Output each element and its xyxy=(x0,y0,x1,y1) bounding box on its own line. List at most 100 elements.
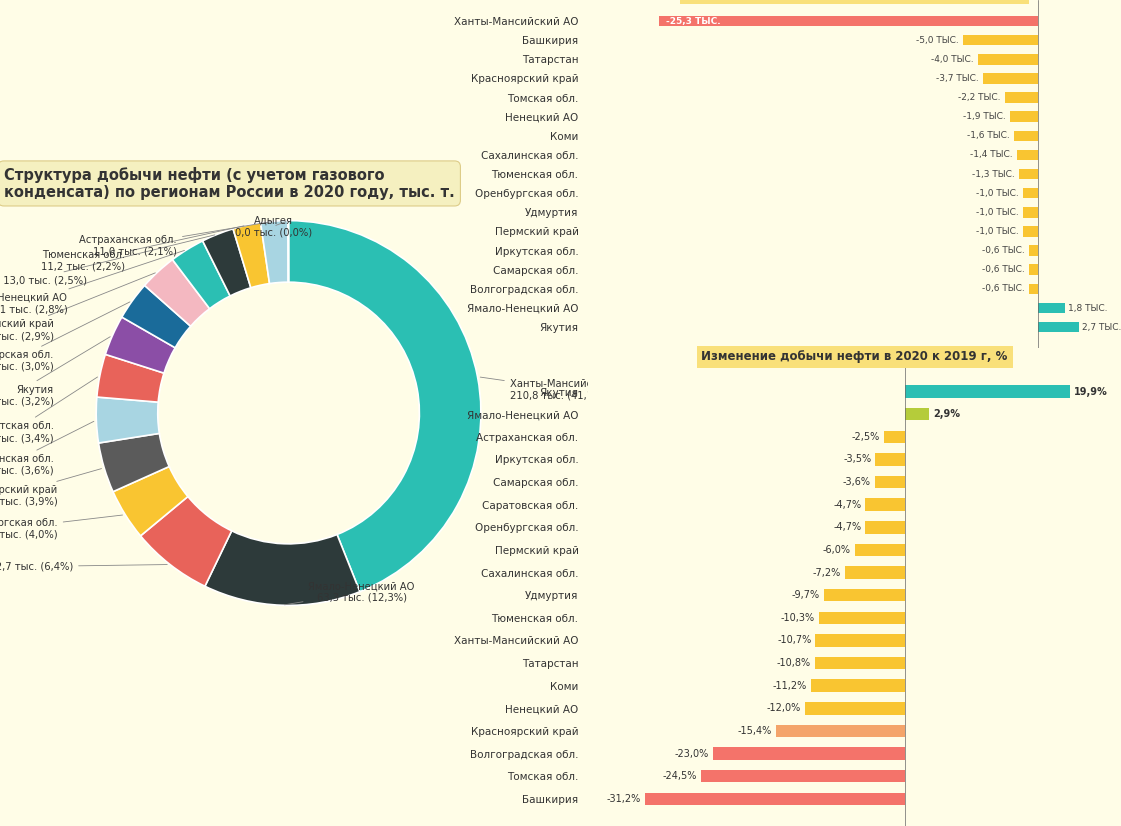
Text: -0,6 ТЫС.: -0,6 ТЫС. xyxy=(982,265,1025,274)
Bar xyxy=(1029,283,1038,294)
Text: Татарстан 32,7 тыс. (6,4%): Татарстан 32,7 тыс. (6,4%) xyxy=(0,562,167,572)
Wedge shape xyxy=(105,317,175,373)
Text: -31,2%: -31,2% xyxy=(606,794,641,804)
Bar xyxy=(963,35,1038,45)
Wedge shape xyxy=(145,259,210,326)
Wedge shape xyxy=(173,241,230,309)
Text: -6,0%: -6,0% xyxy=(823,545,851,555)
Bar xyxy=(815,657,905,669)
Text: -1,0 ТЫС.: -1,0 ТЫС. xyxy=(976,208,1019,217)
Bar xyxy=(1023,188,1038,198)
Text: -1,4 ТЫС.: -1,4 ТЫС. xyxy=(971,150,1013,159)
Text: Сахалинская обл.
18,3 тыс. (3,6%): Сахалинская обл. 18,3 тыс. (3,6%) xyxy=(0,421,94,476)
Text: Самарская обл.
15,5 тыс. (3,0%): Самарская обл. 15,5 тыс. (3,0%) xyxy=(0,302,130,372)
Bar xyxy=(1015,131,1038,141)
Wedge shape xyxy=(260,221,288,283)
Text: -12,0%: -12,0% xyxy=(767,703,800,714)
Text: -10,3%: -10,3% xyxy=(780,613,815,623)
Text: -2,2 ТЫС.: -2,2 ТЫС. xyxy=(958,93,1001,102)
Text: -3,6%: -3,6% xyxy=(843,477,870,487)
Text: -3,7 ТЫС.: -3,7 ТЫС. xyxy=(936,74,979,83)
Text: Адыгея
0,0 тыс. (0,0%): Адыгея 0,0 тыс. (0,0%) xyxy=(234,216,312,237)
Wedge shape xyxy=(203,229,251,296)
Text: -10,8%: -10,8% xyxy=(777,658,810,668)
Wedge shape xyxy=(122,286,191,348)
Bar xyxy=(1010,112,1038,122)
Bar xyxy=(818,611,905,624)
Text: -0,6 ТЫС.: -0,6 ТЫС. xyxy=(982,284,1025,293)
Bar xyxy=(854,544,905,556)
Text: Ханты-Мансийский АО
210,8 тыс. (41,1%): Ханты-Мансийский АО 210,8 тыс. (41,1%) xyxy=(480,377,629,401)
Bar xyxy=(1038,322,1080,332)
Wedge shape xyxy=(96,397,159,443)
Wedge shape xyxy=(99,434,169,491)
Text: -10,7%: -10,7% xyxy=(777,635,812,645)
Bar xyxy=(1006,93,1038,103)
Text: Тюменская обл.
11,2 тыс. (2,2%): Тюменская обл. 11,2 тыс. (2,2%) xyxy=(41,225,244,272)
Wedge shape xyxy=(140,496,232,586)
Text: Красноярский край
20,2 тыс. (3,9%): Красноярский край 20,2 тыс. (3,9%) xyxy=(0,468,102,506)
Bar xyxy=(1029,245,1038,256)
Bar xyxy=(1023,226,1038,237)
Text: Ямало-Ненецкий АО
63,3 тыс. (12,3%): Ямало-Ненецкий АО 63,3 тыс. (12,3%) xyxy=(285,582,415,605)
Text: -24,5%: -24,5% xyxy=(663,771,696,781)
Bar xyxy=(659,16,1038,26)
Text: Астраханская обл.
11,0 тыс. (2,1%): Астраханская обл. 11,0 тыс. (2,1%) xyxy=(80,221,271,256)
Text: -4,7%: -4,7% xyxy=(833,522,861,532)
Text: 2,9%: 2,9% xyxy=(933,409,960,420)
Wedge shape xyxy=(233,223,269,287)
Bar xyxy=(876,453,905,466)
Text: -9,7%: -9,7% xyxy=(791,591,819,601)
Bar xyxy=(713,748,905,760)
Text: 1,8 ТЫС.: 1,8 ТЫС. xyxy=(1068,303,1108,312)
Bar xyxy=(905,386,1071,398)
Bar xyxy=(865,521,905,534)
Wedge shape xyxy=(96,354,164,402)
Text: -7,2%: -7,2% xyxy=(813,567,841,577)
Text: -3,5%: -3,5% xyxy=(843,454,871,464)
Text: Ненецкий АО
14,1 тыс. (2,8%): Ненецкий АО 14,1 тыс. (2,8%) xyxy=(0,250,185,314)
Text: Якутия
16,2 тыс. (3,2%): Якутия 16,2 тыс. (3,2%) xyxy=(0,337,110,406)
Wedge shape xyxy=(113,467,188,536)
Title: Изменение добычи нефти в 2020 к 2019 г, %: Изменение добычи нефти в 2020 к 2019 г, … xyxy=(702,350,1008,363)
Text: -4,0 ТЫС.: -4,0 ТЫС. xyxy=(932,55,974,64)
Text: Иркутская обл.
17,3 тыс. (3,4%): Иркутская обл. 17,3 тыс. (3,4%) xyxy=(0,377,98,443)
Bar xyxy=(979,54,1038,64)
Text: -4,7%: -4,7% xyxy=(833,500,861,510)
Text: -2,5%: -2,5% xyxy=(851,432,880,442)
Bar xyxy=(844,567,905,579)
Text: Оренбургская обл.
20,7 тыс. (4,0%): Оренбургская обл. 20,7 тыс. (4,0%) xyxy=(0,515,122,539)
Bar xyxy=(805,702,905,714)
Text: -1,9 ТЫС.: -1,9 ТЫС. xyxy=(963,112,1006,121)
Bar xyxy=(815,634,905,647)
Bar xyxy=(1038,303,1065,313)
Text: -1,3 ТЫС.: -1,3 ТЫС. xyxy=(972,169,1015,178)
Bar xyxy=(645,793,905,805)
Text: 2,7 ТЫС.: 2,7 ТЫС. xyxy=(1082,323,1121,331)
Bar xyxy=(1023,207,1038,217)
Text: -1,0 ТЫС.: -1,0 ТЫС. xyxy=(976,227,1019,236)
Text: Коми 13,0 тыс. (2,5%): Коми 13,0 тыс. (2,5%) xyxy=(0,235,215,285)
Bar xyxy=(883,430,905,443)
Text: -15,4%: -15,4% xyxy=(738,726,772,736)
Bar xyxy=(865,499,905,511)
Bar xyxy=(1019,169,1038,179)
Text: Пермский край
15,1 тыс. (2,9%): Пермский край 15,1 тыс. (2,9%) xyxy=(0,273,156,341)
Text: -23,0%: -23,0% xyxy=(675,748,708,758)
Text: -25,3 ТЫС.: -25,3 ТЫС. xyxy=(666,17,721,26)
Bar xyxy=(777,724,905,737)
Bar xyxy=(1029,264,1038,275)
Bar xyxy=(1018,150,1038,160)
Text: Структура добычи нефти (с учетом газового
конденсата) по регионам России в 2020 : Структура добычи нефти (с учетом газовог… xyxy=(3,167,455,200)
Text: -5,0 ТЫС.: -5,0 ТЫС. xyxy=(916,36,958,45)
Bar xyxy=(905,408,928,420)
Bar xyxy=(824,589,905,601)
Text: -0,6 ТЫС.: -0,6 ТЫС. xyxy=(982,246,1025,255)
Bar xyxy=(701,770,905,782)
Wedge shape xyxy=(205,531,360,605)
Text: -1,0 ТЫС.: -1,0 ТЫС. xyxy=(976,188,1019,197)
Text: 19,9%: 19,9% xyxy=(1074,387,1109,396)
Bar xyxy=(812,680,905,692)
Wedge shape xyxy=(288,221,481,591)
Text: -1,6 ТЫС.: -1,6 ТЫС. xyxy=(967,131,1010,140)
